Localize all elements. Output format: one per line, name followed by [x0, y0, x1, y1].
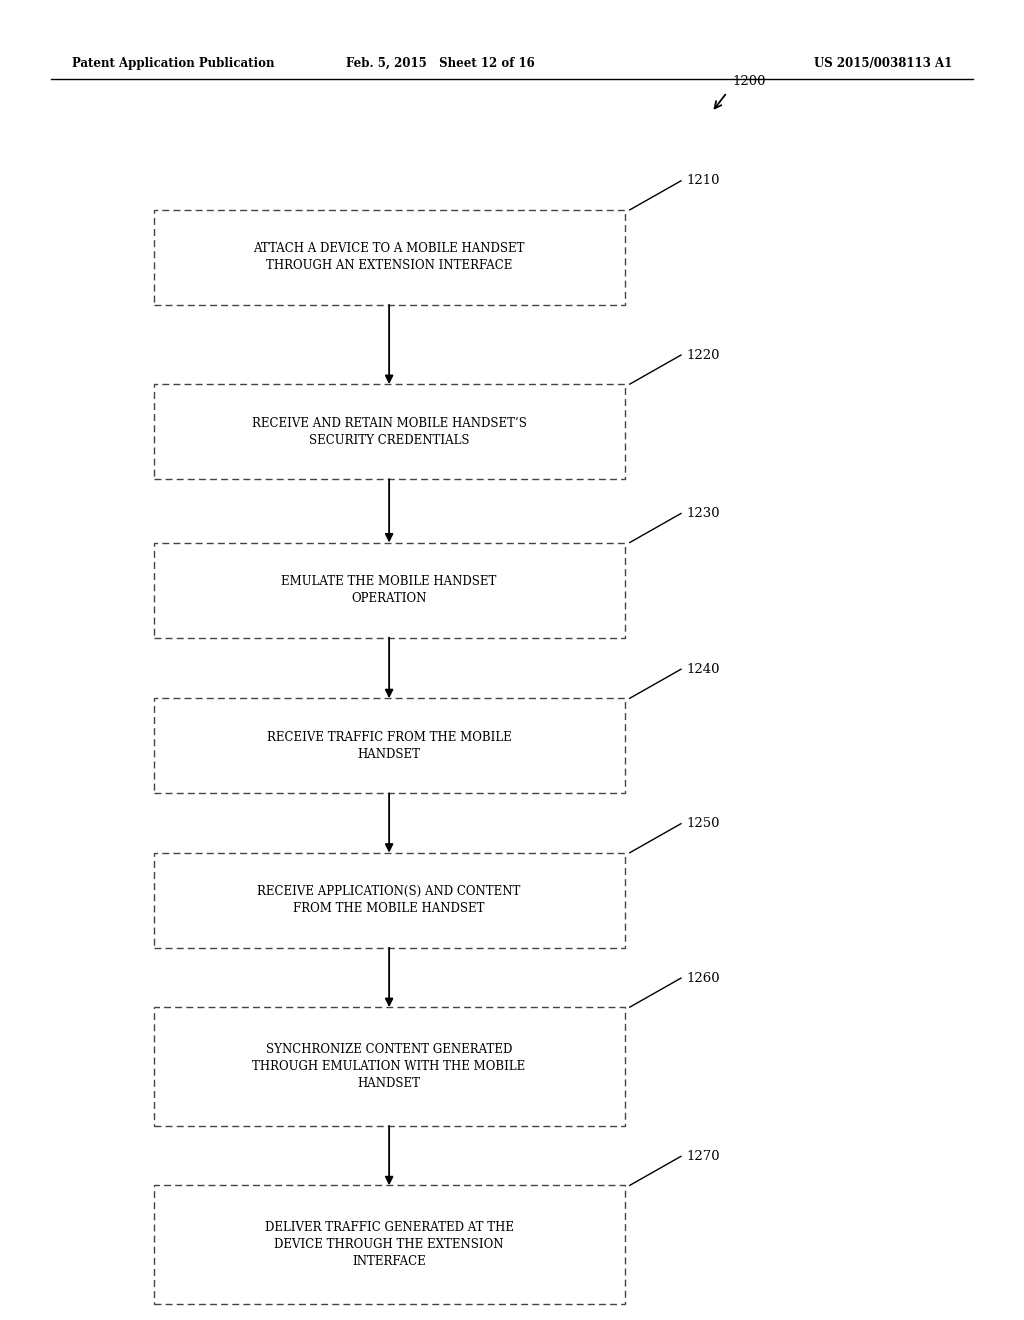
- Text: 1200: 1200: [732, 75, 766, 88]
- Bar: [154, 384, 625, 479]
- Text: SYNCHRONIZE CONTENT GENERATED
THROUGH EMULATION WITH THE MOBILE
HANDSET: SYNCHRONIZE CONTENT GENERATED THROUGH EM…: [253, 1043, 525, 1090]
- Text: ATTACH A DEVICE TO A MOBILE HANDSET
THROUGH AN EXTENSION INTERFACE: ATTACH A DEVICE TO A MOBILE HANDSET THRO…: [253, 243, 525, 272]
- Bar: [154, 543, 625, 638]
- Text: 1220: 1220: [686, 348, 720, 362]
- Text: 1250: 1250: [686, 817, 720, 830]
- Text: RECEIVE AND RETAIN MOBILE HANDSET’S
SECURITY CREDENTIALS: RECEIVE AND RETAIN MOBILE HANDSET’S SECU…: [252, 417, 526, 446]
- Text: RECEIVE TRAFFIC FROM THE MOBILE
HANDSET: RECEIVE TRAFFIC FROM THE MOBILE HANDSET: [266, 731, 512, 760]
- Text: Feb. 5, 2015   Sheet 12 of 16: Feb. 5, 2015 Sheet 12 of 16: [346, 57, 535, 70]
- Bar: [154, 853, 625, 948]
- Text: 1230: 1230: [686, 507, 720, 520]
- Bar: [154, 1185, 625, 1304]
- Text: 1260: 1260: [686, 972, 720, 985]
- Text: Patent Application Publication: Patent Application Publication: [72, 57, 274, 70]
- Bar: [154, 210, 625, 305]
- Text: 1210: 1210: [686, 174, 720, 187]
- Text: EMULATE THE MOBILE HANDSET
OPERATION: EMULATE THE MOBILE HANDSET OPERATION: [282, 576, 497, 605]
- Text: 1240: 1240: [686, 663, 720, 676]
- Text: RECEIVE APPLICATION(S) AND CONTENT
FROM THE MOBILE HANDSET: RECEIVE APPLICATION(S) AND CONTENT FROM …: [257, 886, 521, 915]
- Bar: [154, 1007, 625, 1126]
- Text: US 2015/0038113 A1: US 2015/0038113 A1: [814, 57, 952, 70]
- Text: 1270: 1270: [686, 1150, 720, 1163]
- Bar: [154, 698, 625, 793]
- Text: DELIVER TRAFFIC GENERATED AT THE
DEVICE THROUGH THE EXTENSION
INTERFACE: DELIVER TRAFFIC GENERATED AT THE DEVICE …: [264, 1221, 514, 1269]
